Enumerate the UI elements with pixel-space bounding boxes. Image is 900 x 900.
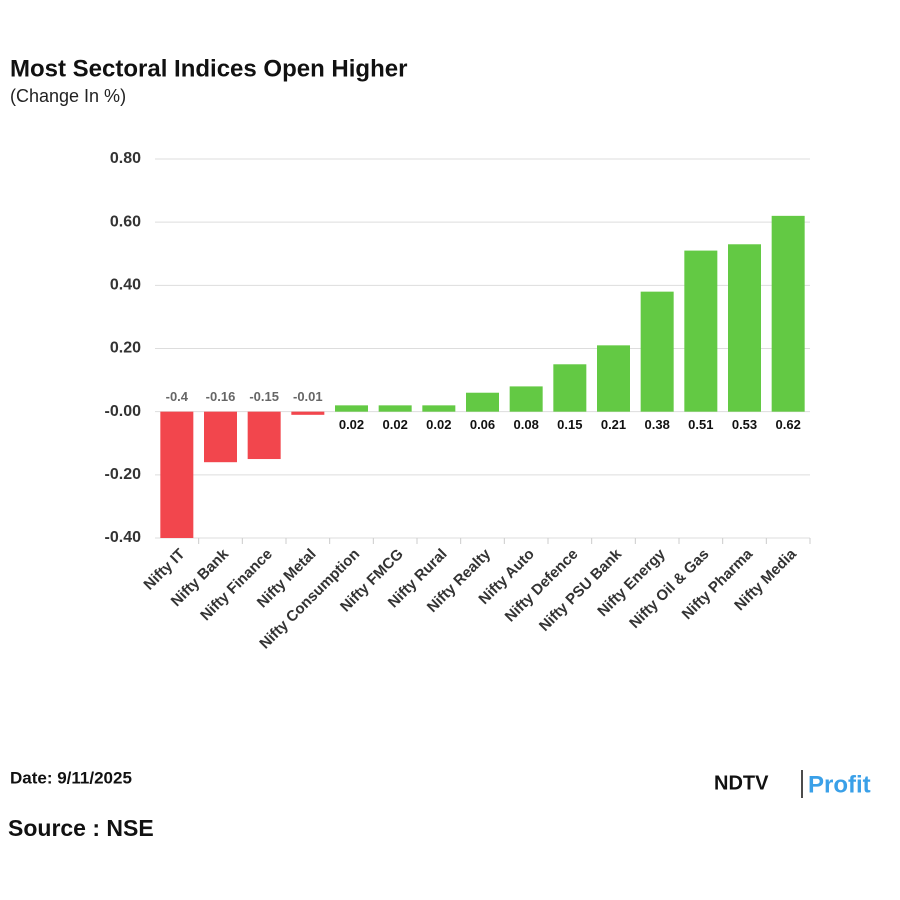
y-tick-label: 0.20 (110, 340, 141, 357)
chart-subtitle: (Change In %) (10, 86, 126, 106)
value-label: 0.02 (426, 417, 451, 432)
bar (597, 345, 630, 412)
value-label: 0.15 (557, 417, 582, 432)
value-label: -0.15 (249, 389, 279, 404)
bar (728, 244, 761, 412)
value-label: 0.06 (470, 417, 495, 432)
bar (509, 386, 543, 412)
value-label: 0.38 (645, 417, 670, 432)
y-tick-label: 0.60 (110, 213, 141, 230)
date: Date: 9/11/2025 (10, 768, 132, 787)
y-tick-label: -0.00 (105, 403, 142, 420)
bar (160, 411, 194, 538)
bar (466, 392, 499, 412)
value-label: 0.53 (732, 417, 757, 432)
logo-profit: Profit (808, 771, 871, 798)
value-label: 0.51 (688, 417, 713, 432)
bar (247, 411, 281, 460)
value-label: 0.08 (514, 417, 539, 432)
chart-title: Most Sectoral Indices Open Higher (10, 55, 407, 82)
bar (771, 215, 805, 412)
source: Source : NSE (8, 815, 154, 841)
bar (291, 411, 325, 415)
value-label: -0.16 (206, 389, 236, 404)
bar (422, 405, 456, 412)
value-label: -0.01 (293, 389, 323, 404)
value-label: 0.21 (601, 417, 626, 432)
bar (553, 364, 587, 412)
value-label: 0.62 (776, 417, 801, 432)
y-tick-label: -0.20 (105, 466, 142, 483)
y-tick-label: 0.40 (110, 277, 141, 294)
bar (335, 405, 368, 412)
y-tick-label: 0.80 (110, 150, 141, 167)
bar (640, 291, 674, 412)
y-tick-label: -0.40 (105, 529, 142, 546)
value-label: 0.02 (383, 417, 408, 432)
x-tick-label: Nifty Oil & Gas (626, 546, 712, 632)
logo-ndtv: NDTV (714, 772, 769, 794)
value-label: -0.4 (166, 389, 189, 404)
bar (684, 250, 718, 412)
bar (204, 411, 237, 463)
bar (378, 405, 412, 412)
value-label: 0.02 (339, 417, 364, 432)
